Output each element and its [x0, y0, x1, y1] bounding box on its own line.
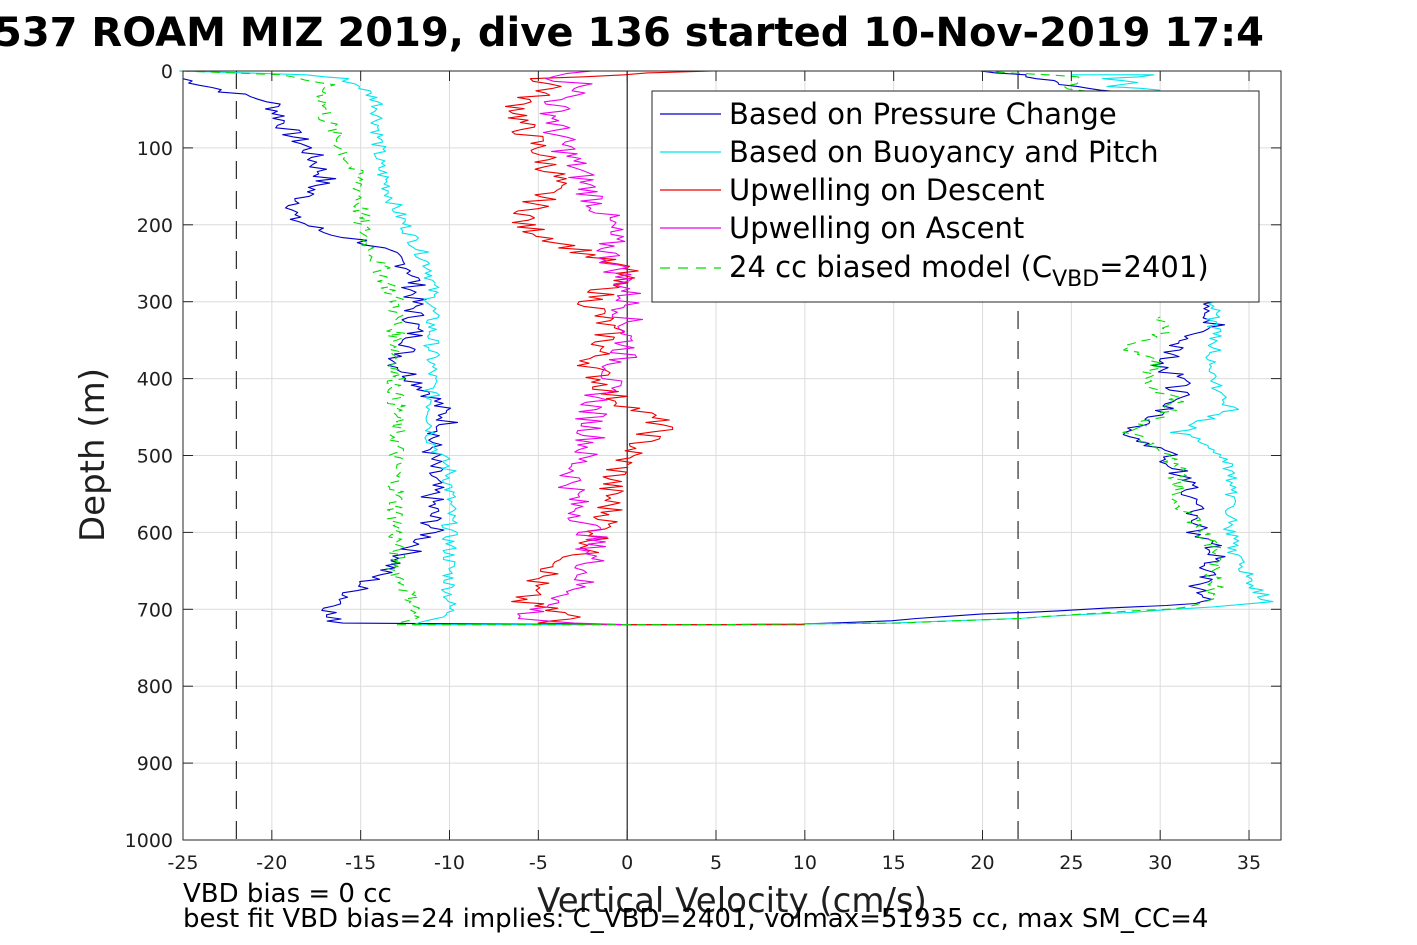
footer-vbd-bias: VBD bias = 0 cc	[183, 879, 392, 909]
y-tick-label: 300	[137, 292, 173, 314]
footer-best-fit: best fit VBD bias=24 implies: C_VBD=2401…	[183, 904, 1208, 934]
x-tick-label: -25	[167, 852, 198, 874]
legend-box	[651, 90, 1260, 303]
x-tick-label: -5	[529, 852, 548, 874]
legend-model-suffix: =2401)	[1099, 250, 1208, 284]
y-tick-label: 1000	[125, 830, 173, 852]
series-line-4-segment-0	[180, 70, 1224, 626]
y-tick-label: 900	[137, 753, 173, 775]
x-tick-label: 30	[1148, 852, 1172, 874]
x-tick-label: 35	[1237, 852, 1261, 874]
y-tick-label: 400	[137, 369, 173, 391]
y-tick-label: 200	[137, 215, 173, 237]
series-line-0-segment-0	[182, 78, 1226, 626]
legend-label-pressure: Based on Pressure Change	[729, 97, 1117, 131]
x-tick-label: -20	[256, 852, 287, 874]
x-tick-label: 0	[621, 852, 633, 874]
legend-label-model: 24 cc biased model (CVBD=2401)	[729, 250, 1209, 292]
x-tick-label: -10	[434, 852, 465, 874]
y-tick-label: 100	[137, 138, 173, 160]
y-axis-ticks: 0 100 200 300 400 500 600 700 800 900 1000	[125, 61, 1281, 852]
x-tick-label: 10	[793, 852, 817, 874]
y-tick-label: 800	[137, 676, 173, 698]
x-tick-label: 15	[882, 852, 906, 874]
x-tick-label: -15	[345, 852, 376, 874]
legend: Based on Pressure Change Based on Buoyan…	[651, 90, 1260, 303]
y-axis-label: Depth (m)	[73, 368, 113, 542]
legend-label-buoyancy: Based on Buoyancy and Pitch	[729, 135, 1159, 169]
x-axis-ticks: -25 -20 -15 -10 -5 0 5 10 15 20 25 30 35	[167, 71, 1261, 874]
y-tick-label: 600	[137, 522, 173, 544]
x-tick-label: 5	[710, 852, 722, 874]
x-tick-label: 25	[1059, 852, 1083, 874]
y-tick-label: 500	[137, 446, 173, 468]
x-tick-label: 20	[970, 852, 994, 874]
legend-model-prefix: 24 cc biased model (C	[729, 250, 1052, 284]
series-line-1-segment-0	[179, 70, 1274, 626]
x-axis-label: Vertical Velocity (cm/s)	[537, 881, 927, 921]
legend-label-ascent: Upwelling on Ascent	[729, 211, 1024, 245]
series-line-3-segment-0	[517, 70, 644, 626]
chart-title: 537 ROAM MIZ 2019, dive 136 started 10-N…	[0, 10, 1264, 56]
y-tick-label: 0	[161, 61, 173, 83]
legend-label-descent: Upwelling on Descent	[729, 173, 1045, 207]
y-tick-label: 700	[137, 599, 173, 621]
legend-model-subscript: VBD	[1052, 267, 1099, 292]
series-line-1-segment-1	[1071, 74, 1161, 91]
